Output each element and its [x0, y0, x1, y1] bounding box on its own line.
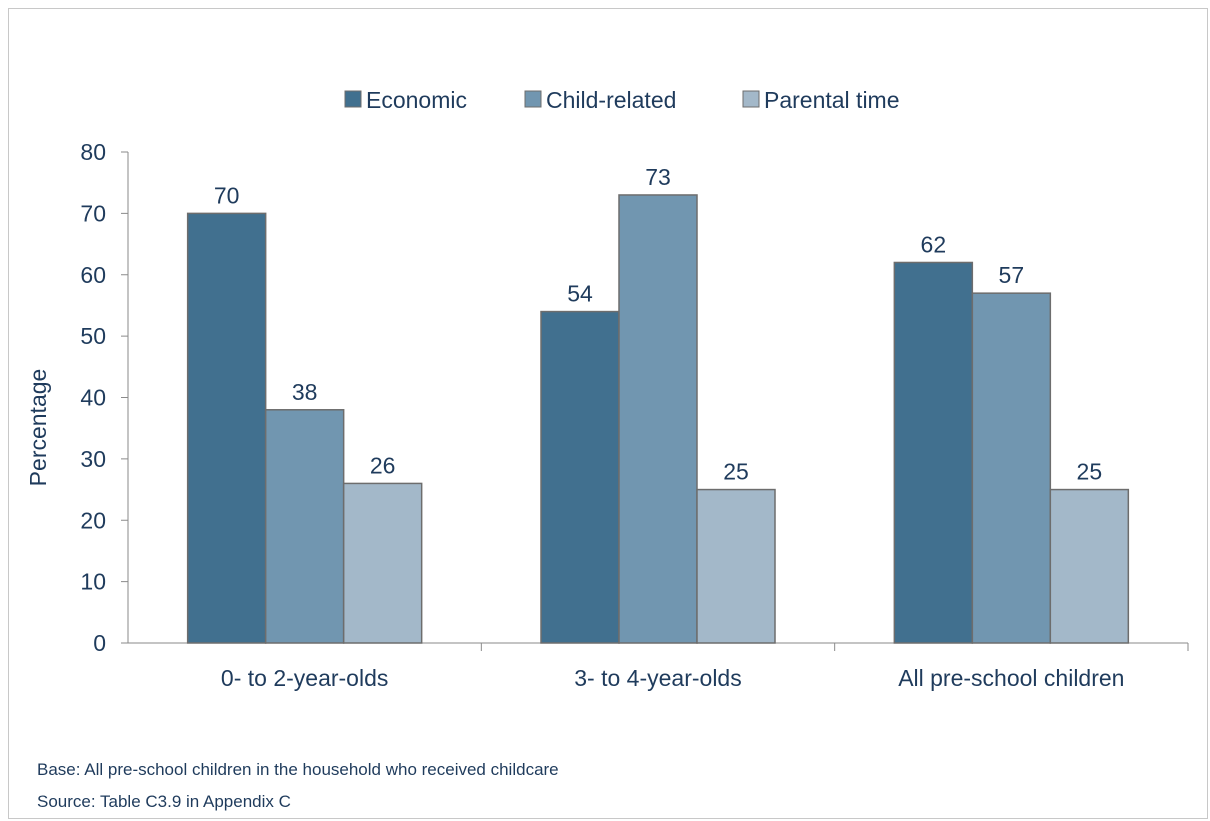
- legend-swatch: [345, 91, 361, 107]
- data-label: 57: [999, 262, 1025, 288]
- y-tick-label: 60: [80, 262, 106, 288]
- legend-label: Economic: [366, 87, 467, 113]
- base-note: Base: All pre-school children in the hou…: [37, 760, 559, 780]
- legend-swatch: [743, 91, 759, 107]
- bar-economic: [541, 312, 619, 643]
- y-tick-label: 40: [80, 385, 106, 411]
- x-tick-label: All pre-school children: [898, 665, 1124, 691]
- y-tick-label: 80: [80, 139, 106, 165]
- legend-label: Child-related: [546, 87, 676, 113]
- data-label: 73: [645, 164, 671, 190]
- y-tick-label: 70: [80, 200, 106, 226]
- y-tick-label: 50: [80, 323, 106, 349]
- x-tick-label: 0- to 2-year-olds: [221, 665, 388, 691]
- y-tick-label: 20: [80, 507, 106, 533]
- data-label: 26: [370, 452, 396, 478]
- x-tick-label: 3- to 4-year-olds: [574, 665, 741, 691]
- bar-economic: [188, 213, 266, 643]
- source-note: Source: Table C3.9 in Appendix C: [37, 792, 291, 812]
- data-label: 70: [214, 182, 240, 208]
- bar-child-related: [266, 410, 344, 643]
- data-label: 62: [921, 231, 947, 257]
- legend-swatch: [525, 91, 541, 107]
- y-axis-title: Percentage: [25, 369, 51, 487]
- bar-parental-time: [344, 483, 422, 643]
- y-tick-label: 0: [93, 630, 106, 656]
- data-label: 38: [292, 379, 318, 405]
- bar-child-related: [972, 293, 1050, 643]
- y-tick-label: 30: [80, 446, 106, 472]
- bar-parental-time: [1050, 490, 1128, 643]
- bar-child-related: [619, 195, 697, 643]
- y-tick-label: 10: [80, 569, 106, 595]
- bar-economic: [894, 262, 972, 643]
- bar-parental-time: [697, 490, 775, 643]
- data-label: 25: [723, 459, 749, 485]
- data-label: 54: [567, 281, 593, 307]
- legend-label: Parental time: [764, 87, 900, 113]
- data-label: 25: [1077, 459, 1103, 485]
